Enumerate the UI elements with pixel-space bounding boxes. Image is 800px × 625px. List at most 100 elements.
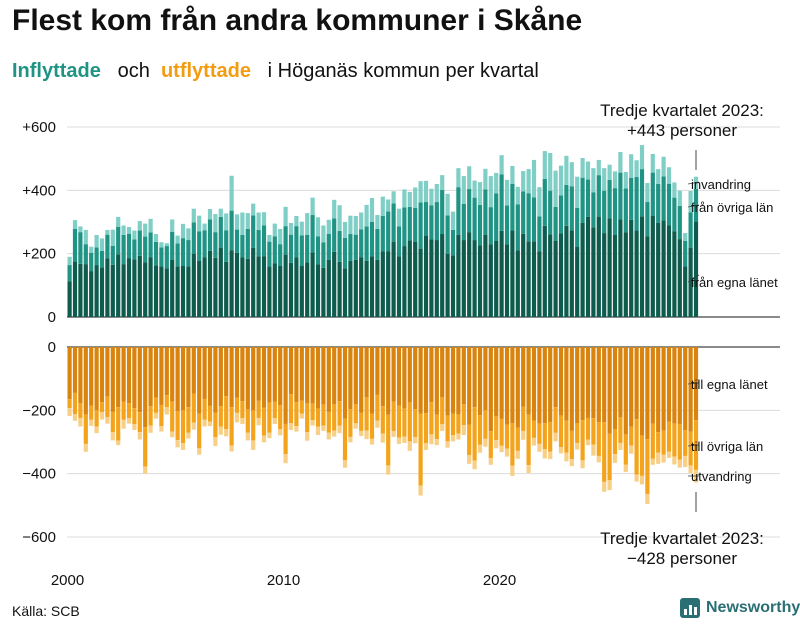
inflow-bar-segment [585,179,591,217]
outflow-bar-segment [175,410,180,441]
outflow-bar-segment [688,431,693,466]
inflow-bar-segment [542,225,547,317]
inflow-bar-segment [229,210,234,251]
subtitle-utflyttade: utflyttade [160,60,251,82]
inflow-bar-segment [391,241,396,317]
outflow-bar-segment [213,412,218,438]
inflow-bar-segment [310,215,315,253]
inflow-bar-segment [159,247,164,267]
outflow-bar-segment [645,347,650,440]
inflow-bar-segment [99,267,105,317]
inflow-bar-segment [245,228,250,259]
outflow-bar-segment [272,418,277,424]
inflow-bar-segment [67,265,72,282]
inflow-bar-segment [456,187,461,235]
outflow-bar-segment [510,465,515,476]
inflow-bar-segment [375,259,380,317]
outflow-bar-segment [413,437,418,444]
inflow-bar-segment [585,161,591,180]
inflow-bar-segment [121,264,126,317]
inflow-bar-segment [629,219,634,317]
inflow-bar-segment [477,182,483,205]
outflow-bar-segment [261,407,267,436]
outflow-bar-segment [159,404,164,427]
inflow-bar-segment [186,240,191,267]
outflow-bar-segment [251,440,256,450]
inflow-bar-segment [639,145,645,170]
x-tick-label: 2000 [51,572,84,589]
outflow-bar-segment [569,459,574,467]
inflow-bar-segment [656,184,661,223]
inflow-bar-segment [391,191,396,204]
outflow-bar-segment [278,429,283,436]
outflow-bar-segment [197,413,202,449]
inflow-bar-segment [531,241,537,317]
outflow-bar-segment [359,347,364,413]
outflow-bar-segment [402,408,407,437]
inflow-bar-segment [105,229,110,235]
outflow-bar-segment [353,347,358,405]
inflow-bar-segment [299,266,304,317]
series-label-leader [687,274,700,283]
inflow-bar-segment [164,268,169,317]
inflow-bar-segment [78,226,83,233]
inflow-bar-segment [310,197,315,216]
outflow-bar-segment [369,438,375,445]
outflow-bar-segment [348,409,353,437]
series-label-leader [687,181,700,185]
outflow-bar-segment [423,443,429,450]
inflow-bar-segment [175,266,180,317]
outflow-bar-segment [440,347,445,398]
outflow-bar-segment [213,347,218,413]
inflow-bar-segment [623,188,628,233]
outflow-bar-segment [272,347,277,402]
chart-subtitle: Inflyttade och utflyttade i Höganäs komm… [12,60,539,83]
inflow-bar-segment [224,213,229,231]
series-label: invandring [691,177,751,192]
outflow-bar-segment [170,347,175,402]
outflow-bar-segment [348,347,353,410]
outflow-bar-segment [375,347,380,395]
inflow-bar-segment [72,261,78,317]
outflow-bar-segment [299,400,304,414]
inflow-bar-segment [423,235,429,317]
inflow-bar-segment [332,199,337,219]
inflow-bar-segment [321,242,326,268]
inflow-bar-segment [369,222,375,257]
outflow-bar-segment [683,347,688,431]
inflow-bar-segment [450,255,456,317]
outflow-bar-segment [650,458,655,465]
outflow-bar-segment [515,427,520,451]
outflow-bar-segment [202,347,207,399]
outflow-bar-segment [121,419,126,429]
inflow-bar-segment [202,223,207,231]
inflow-bar-segment [72,220,78,229]
outflow-bar-segment [105,347,110,397]
inflow-bar-segment [126,233,132,259]
inflow-bar-segment [256,212,261,230]
inflow-bar-segment [299,235,304,267]
inflow-bar-segment [499,155,504,175]
inflow-bar-segment [175,235,180,244]
outflow-bar-segment [639,347,645,436]
outflow-bar-segment [634,347,639,420]
axis-labels: 0 +200 +400 +600 0 −200 −400 −600 2000 2010 2020 [22,119,516,589]
outflow-bar-segment [229,445,234,452]
outflow-bar-segment [591,347,596,419]
inflow-bar-segment [132,239,137,260]
inflow-bar-segment [650,172,655,216]
inflow-bar-segment [413,207,418,242]
inflow-bar-segment [488,244,493,317]
outflow-bar-segment [261,435,267,443]
inflow-bar-segment [693,188,699,222]
y-tick-label: 0 [48,309,56,326]
outflow-bar-segment [521,406,526,431]
outflow-bar-segment [272,401,277,419]
outflow-bar-segment [202,419,207,427]
inflow-bar-segment [434,202,439,241]
x-tick-label: 2010 [267,572,300,589]
inflow-bar-segment [99,238,105,251]
outflow-bar-segment [283,423,288,455]
inflow-bar-segment [143,223,148,237]
outflow-bar-segment [477,347,483,416]
